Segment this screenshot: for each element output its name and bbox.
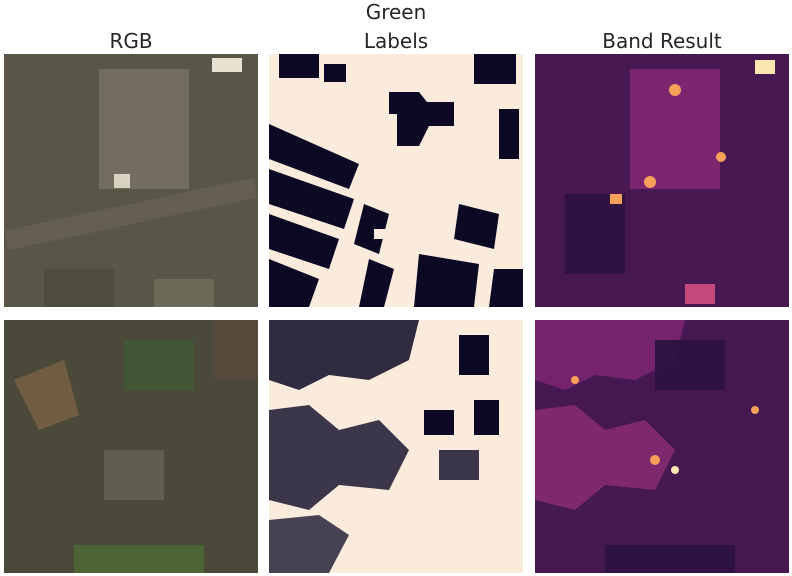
rgb-image-top-canvas	[4, 54, 258, 307]
band-top-hotspot-c	[716, 152, 726, 162]
labels-bottom-block-a	[459, 335, 489, 375]
labels-top-buildings	[269, 54, 523, 307]
labels-bottom-dense-area-mid	[269, 405, 409, 510]
labels-image-bottom-canvas	[269, 320, 523, 573]
band-bottom-hotspot-c	[751, 406, 759, 414]
rgb-bottom-edge-area	[214, 320, 258, 380]
rgb-top-road	[4, 177, 258, 251]
column-title-labels: Labels	[363, 29, 429, 53]
band-bottom-hotspot-a	[650, 455, 660, 465]
rgb-bottom-field-b	[74, 545, 204, 573]
band-result-image-bottom	[535, 320, 789, 573]
labels-image-bottom	[269, 320, 523, 573]
band-result-image-bottom-canvas	[535, 320, 789, 573]
band-top-hotspot-b	[644, 176, 656, 188]
labels-bottom-block-b	[474, 400, 499, 435]
band-top-hotspot-d	[610, 194, 622, 204]
labels-top-lower-right-cluster	[414, 204, 523, 307]
band-top-lower-response	[685, 284, 715, 304]
column-title-rgb: RGB	[109, 29, 153, 53]
column-title-band-result: Band Result	[602, 29, 722, 53]
band-result-image-top-canvas	[535, 54, 789, 307]
rgb-top-lower-block	[154, 279, 214, 307]
rgb-bottom-bare-soil	[14, 360, 79, 430]
band-bottom-hotspot-d	[571, 376, 579, 384]
rgb-image-bottom-canvas	[4, 320, 258, 573]
band-bottom-hotspot-b	[671, 466, 679, 474]
labels-top-large-building	[389, 92, 454, 146]
band-bottom-field-dark	[605, 545, 735, 573]
labels-top-lot-grid	[269, 124, 394, 307]
labels-image-top	[269, 54, 523, 307]
labels-top-building-d	[499, 109, 519, 159]
band-top-dark-patch	[565, 194, 625, 274]
rgb-image-bottom	[4, 320, 258, 573]
labels-bottom-block-d	[439, 450, 479, 480]
rgb-top-industrial-block	[99, 69, 189, 189]
band-bottom-vegetation-dark	[655, 340, 725, 390]
rgb-bottom-field-a	[124, 340, 194, 390]
band-bottom-urban-mid	[535, 405, 675, 510]
labels-top-building-c	[474, 54, 516, 84]
labels-bottom-dense-area-top	[269, 320, 419, 390]
rgb-top-bright-roof	[114, 174, 130, 188]
rgb-top-dark-block	[44, 269, 114, 307]
rgb-bottom-urban-core	[104, 450, 164, 500]
figure-title: Green	[365, 0, 427, 24]
rgb-top-bright-roof-2	[212, 58, 242, 72]
labels-top-gap	[374, 229, 394, 239]
labels-bottom-block-c	[424, 410, 454, 435]
rgb-image-top	[4, 54, 258, 307]
band-result-image-top	[535, 54, 789, 307]
labels-top-background	[269, 54, 523, 307]
labels-bottom-dense-area-low	[269, 515, 349, 573]
labels-image-top-canvas	[269, 54, 523, 307]
band-bottom-urban-top	[535, 320, 685, 390]
labels-top-building-b	[324, 64, 346, 82]
band-top-peak	[755, 60, 775, 74]
labels-bottom-buildings	[269, 320, 499, 573]
labels-top-building-a	[279, 54, 319, 78]
band-top-hotspot-a	[669, 84, 681, 96]
